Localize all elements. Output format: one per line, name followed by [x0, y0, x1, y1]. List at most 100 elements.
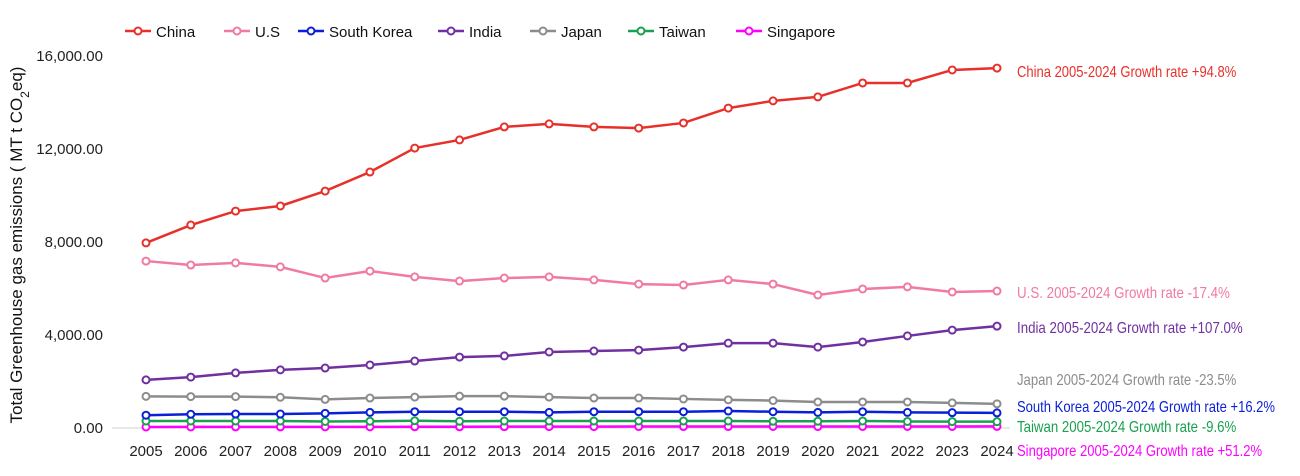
data-point	[589, 122, 599, 132]
data-point	[678, 407, 688, 417]
data-point	[365, 167, 375, 177]
data-point	[723, 103, 733, 113]
x-tick-label: 2009	[308, 443, 341, 460]
data-point	[589, 346, 599, 356]
legend-label: India	[469, 24, 502, 41]
data-point	[947, 408, 957, 418]
legend-label: Japan	[561, 24, 602, 41]
series-line	[145, 324, 998, 382]
data-point	[365, 407, 375, 417]
series-line	[145, 66, 998, 245]
data-point	[902, 407, 912, 417]
x-tick-label: 2010	[353, 443, 386, 460]
legend-marker	[306, 26, 316, 36]
data-point	[231, 392, 241, 402]
data-point	[320, 394, 330, 404]
data-point	[455, 276, 465, 286]
data-point	[634, 393, 644, 403]
data-point	[678, 118, 688, 128]
legend-item[interactable]: Taiwan	[628, 24, 706, 41]
x-tick-label: 2022	[891, 443, 924, 460]
data-point	[992, 321, 1002, 331]
data-point	[634, 416, 644, 426]
legend-item[interactable]: Japan	[530, 24, 602, 41]
data-point	[678, 342, 688, 352]
series-india	[141, 321, 1002, 385]
data-point	[589, 275, 599, 285]
data-point	[275, 392, 285, 402]
growth-rate-label: India 2005-2024 Growth rate +107.0%	[1017, 320, 1243, 337]
data-point	[813, 407, 823, 417]
y-tick-label: 12,000.00	[36, 141, 103, 158]
data-point	[768, 416, 778, 426]
legend-item[interactable]: U.S	[224, 24, 280, 41]
series-u-s	[141, 256, 1002, 300]
data-point	[320, 416, 330, 426]
legend-item[interactable]: Singapore	[736, 24, 835, 41]
data-point	[231, 409, 241, 419]
data-point	[141, 256, 151, 266]
x-tick-label: 2015	[577, 443, 610, 460]
legend-label: U.S	[255, 24, 280, 41]
data-point	[589, 393, 599, 403]
data-point	[186, 372, 196, 382]
x-tick-label: 2007	[219, 443, 252, 460]
data-point	[723, 338, 733, 348]
series-line	[145, 409, 998, 417]
series-line	[145, 425, 998, 429]
data-point	[320, 273, 330, 283]
data-point	[544, 416, 554, 426]
legend-marker	[744, 26, 754, 36]
series-japan	[141, 391, 1002, 409]
data-point	[947, 325, 957, 335]
data-point	[723, 395, 733, 405]
data-point	[723, 416, 733, 426]
data-point	[947, 287, 957, 297]
data-point	[275, 365, 285, 375]
x-tick-label: 2023	[936, 443, 969, 460]
y-tick-label: 0.00	[74, 420, 103, 437]
data-point	[678, 416, 688, 426]
legend-item[interactable]: China	[125, 24, 196, 41]
data-point	[410, 407, 420, 417]
data-point	[186, 260, 196, 270]
data-point	[947, 65, 957, 75]
data-point	[589, 416, 599, 426]
data-point	[455, 391, 465, 401]
legend-item[interactable]: India	[438, 24, 502, 41]
data-point	[813, 416, 823, 426]
data-point	[858, 284, 868, 294]
x-tick-label: 2024	[980, 443, 1013, 460]
legend-item[interactable]: South Korea	[298, 24, 413, 41]
x-tick-label: 2018	[712, 443, 745, 460]
data-point	[410, 356, 420, 366]
growth-rate-label: South Korea 2005-2024 Growth rate +16.2%	[1017, 399, 1275, 416]
data-point	[231, 258, 241, 268]
legend-label: Taiwan	[659, 24, 706, 41]
data-point	[499, 273, 509, 283]
x-tick-label: 2017	[667, 443, 700, 460]
data-point	[499, 351, 509, 361]
data-point	[678, 280, 688, 290]
data-point	[902, 78, 912, 88]
data-point	[186, 409, 196, 419]
data-point	[275, 262, 285, 272]
data-point	[455, 352, 465, 362]
growth-rate-label: Taiwan 2005-2024 Growth rate -9.6%	[1017, 419, 1236, 436]
data-point	[858, 337, 868, 347]
data-point	[320, 186, 330, 196]
data-point	[902, 282, 912, 292]
legend-marker	[232, 26, 242, 36]
growth-rate-label: U.S. 2005-2024 Growth rate -17.4%	[1017, 285, 1230, 302]
series-line	[146, 419, 998, 423]
data-point	[768, 96, 778, 106]
data-point	[992, 399, 1002, 409]
data-point	[723, 275, 733, 285]
data-point	[410, 143, 420, 153]
x-tick-label: 2012	[443, 443, 476, 460]
data-point	[141, 391, 151, 401]
data-point	[858, 397, 868, 407]
x-tick-label: 2014	[532, 443, 565, 460]
x-tick-label: 2011	[399, 443, 431, 460]
